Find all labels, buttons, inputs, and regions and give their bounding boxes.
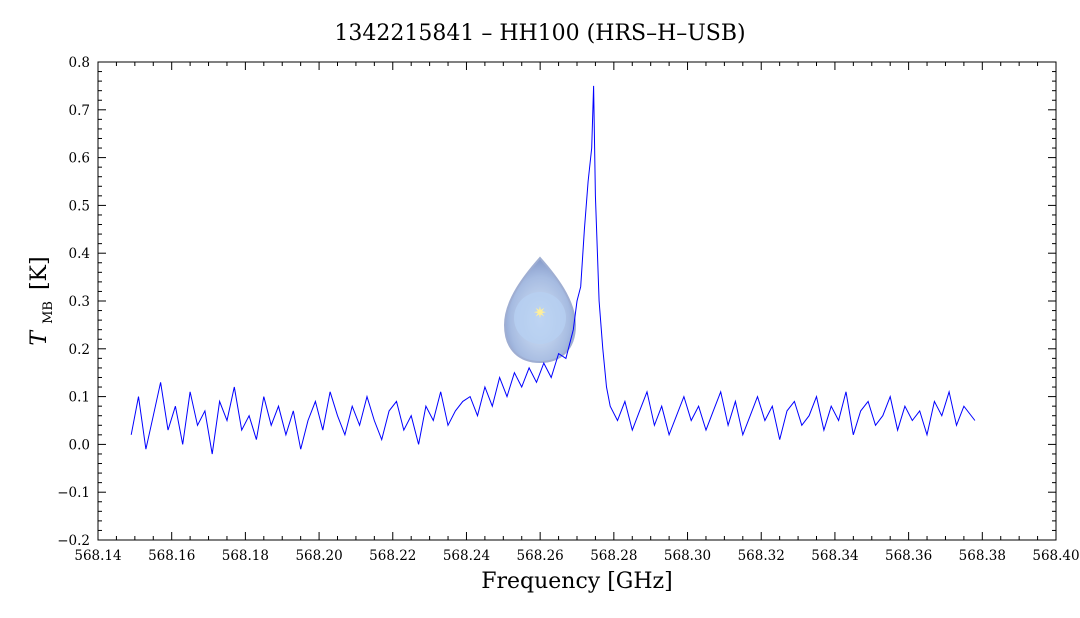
x-tick-label: 568.18 xyxy=(222,548,269,564)
y-tick-label: 0.2 xyxy=(69,342,90,358)
y-axis-label-symbol: T xyxy=(27,329,52,346)
y-axis-label-subscript: MB xyxy=(41,301,56,324)
x-tick-label: 568.20 xyxy=(295,548,342,564)
x-tick-label: 568.40 xyxy=(1032,548,1079,564)
x-tick-label: 568.14 xyxy=(74,548,121,564)
y-tick-label: 0.5 xyxy=(69,198,90,214)
x-tick-label: 568.16 xyxy=(148,548,195,564)
x-tick-label: 568.24 xyxy=(443,548,490,564)
x-tick-label: 568.26 xyxy=(517,548,564,564)
y-tick-label: −0.2 xyxy=(57,533,90,549)
x-tick-label: 568.34 xyxy=(811,548,858,564)
y-tick-label: −0.1 xyxy=(57,485,90,501)
x-tick-label: 568.30 xyxy=(664,548,711,564)
x-tick-label: 568.32 xyxy=(738,548,785,564)
y-tick-label: 0.8 xyxy=(69,55,90,71)
svg-text:T MB [K]: T MB [K] xyxy=(27,256,58,345)
y-tick-label: 0.0 xyxy=(69,437,90,453)
y-axis-label-unit: [K] xyxy=(27,256,52,290)
wish-logo-watermark: ✷ xyxy=(503,256,577,364)
series-layer xyxy=(130,85,976,455)
x-tick-label: 568.28 xyxy=(590,548,637,564)
y-tick-label: 0.6 xyxy=(69,151,90,167)
x-axis-label: Frequency [GHz] xyxy=(481,569,673,594)
y-tick-label: 0.3 xyxy=(69,294,90,310)
chart-title: 1342215841 – HH100 (HRS–H–USB) xyxy=(334,21,745,46)
y-axis-ticks: −0.2 −0.1 0.0 0.1 0.2 0.3 0.4 0.5 0.6 0.7 0.8 xyxy=(57,55,1056,549)
x-tick-label: 568.38 xyxy=(959,548,1006,564)
x-tick-label: 568.36 xyxy=(885,548,932,564)
y-tick-label: 0.7 xyxy=(69,103,90,119)
y-tick-label: 0.4 xyxy=(69,246,90,262)
x-axis-ticks: 568.14 568.16 568.18 568.20 568.22 568.24 568.… xyxy=(74,62,1080,564)
y-tick-label: 0.1 xyxy=(69,390,90,406)
y-axis-label: T MB [K] xyxy=(27,256,58,345)
star-icon: ✷ xyxy=(533,303,546,322)
series-line-0 xyxy=(130,85,976,455)
x-tick-label: 568.22 xyxy=(369,548,416,564)
